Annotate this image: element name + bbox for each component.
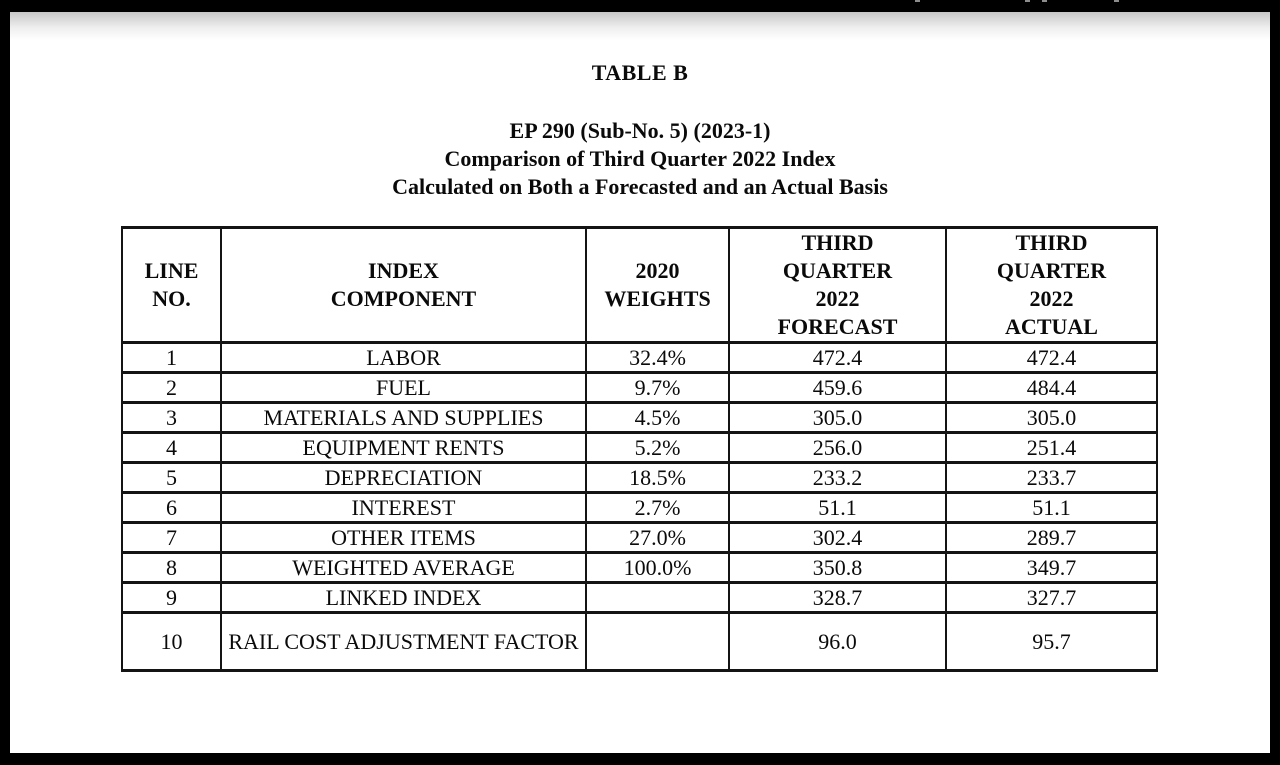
cell-actual: 305.0	[945, 401, 1158, 434]
cell-component: RAIL COST ADJUSTMENT FACTOR	[220, 611, 587, 672]
cell-weight: 9.7%	[585, 371, 730, 404]
cell-actual: 349.7	[945, 551, 1158, 584]
cell-weight: 2.7%	[585, 491, 730, 524]
page-edge-artifact	[1042, 0, 1047, 2]
cell-weight	[585, 581, 730, 614]
subtitle-line-3: Calculated on Both a Forecasted and an A…	[392, 174, 888, 199]
cell-component: LABOR	[220, 341, 587, 374]
cell-component: LINKED INDEX	[220, 581, 587, 614]
page-edge-artifact	[1025, 0, 1030, 2]
table-row: 6 INTEREST 2.7% 51.1 51.1	[121, 491, 1158, 524]
cell-weight	[585, 611, 730, 672]
subtitle-line-2: Comparison of Third Quarter 2022 Index	[444, 146, 836, 171]
document-page: TABLE B EP 290 (Sub-No. 5) (2023-1) Comp…	[10, 12, 1270, 753]
cell-component: INTEREST	[220, 491, 587, 524]
cell-component: FUEL	[220, 371, 587, 404]
column-header-forecast: THIRD QUARTER 2022 FORECAST	[728, 226, 947, 344]
cell-actual: 289.7	[945, 521, 1158, 554]
cell-forecast: 472.4	[728, 341, 947, 374]
cell-line-no: 4	[121, 431, 222, 464]
cell-line-no: 3	[121, 401, 222, 434]
column-header-weights: 2020 WEIGHTS	[585, 226, 730, 344]
cell-forecast: 51.1	[728, 491, 947, 524]
cell-actual: 327.7	[945, 581, 1158, 614]
cell-actual: 472.4	[945, 341, 1158, 374]
table-row: 8 WEIGHTED AVERAGE 100.0% 350.8 349.7	[121, 551, 1158, 584]
table-row: 9 LINKED INDEX 328.7 327.7	[121, 581, 1158, 614]
cell-weight: 32.4%	[585, 341, 730, 374]
page-title: TABLE B	[591, 60, 689, 85]
cell-forecast: 305.0	[728, 401, 947, 434]
column-header-component: INDEX COMPONENT	[220, 226, 587, 344]
table-row: 2 FUEL 9.7% 459.6 484.4	[121, 371, 1158, 404]
cell-forecast: 459.6	[728, 371, 947, 404]
page-edge-artifact	[1114, 0, 1119, 2]
cell-forecast: 328.7	[728, 581, 947, 614]
table-container: LINE NO. INDEX COMPONENT 2020 WEIGHTS TH…	[121, 226, 1158, 672]
table-row: 3 MATERIALS AND SUPPLIES 4.5% 305.0 305.…	[121, 401, 1158, 434]
cell-weight: 5.2%	[585, 431, 730, 464]
cell-forecast: 302.4	[728, 521, 947, 554]
page-top-shadow	[10, 12, 1270, 40]
column-header-actual: THIRD QUARTER 2022 ACTUAL	[945, 226, 1158, 344]
table-row: 4 EQUIPMENT RENTS 5.2% 256.0 251.4	[121, 431, 1158, 464]
cell-actual: 51.1	[945, 491, 1158, 524]
cell-line-no: 8	[121, 551, 222, 584]
cell-forecast: 256.0	[728, 431, 947, 464]
cell-weight: 27.0%	[585, 521, 730, 554]
table-header-row: LINE NO. INDEX COMPONENT 2020 WEIGHTS TH…	[121, 226, 1158, 344]
cell-line-no: 7	[121, 521, 222, 554]
cell-actual: 95.7	[945, 611, 1158, 672]
cell-forecast: 233.2	[728, 461, 947, 494]
column-header-line-no: LINE NO.	[121, 226, 222, 344]
cell-component: EQUIPMENT RENTS	[220, 431, 587, 464]
cell-line-no: 9	[121, 581, 222, 614]
cell-component: MATERIALS AND SUPPLIES	[220, 401, 587, 434]
cell-component: OTHER ITEMS	[220, 521, 587, 554]
table-row: 1 LABOR 32.4% 472.4 472.4	[121, 341, 1158, 374]
cell-weight: 4.5%	[585, 401, 730, 434]
table-row: 7 OTHER ITEMS 27.0% 302.4 289.7	[121, 521, 1158, 554]
cell-actual: 251.4	[945, 431, 1158, 464]
cell-weight: 18.5%	[585, 461, 730, 494]
cell-forecast: 96.0	[728, 611, 947, 672]
cell-component: DEPRECIATION	[220, 461, 587, 494]
cell-line-no: 6	[121, 491, 222, 524]
cell-component: WEIGHTED AVERAGE	[220, 551, 587, 584]
comparison-table: LINE NO. INDEX COMPONENT 2020 WEIGHTS TH…	[121, 226, 1158, 672]
cell-actual: 484.4	[945, 371, 1158, 404]
cell-line-no: 10	[121, 611, 222, 672]
cell-actual: 233.7	[945, 461, 1158, 494]
page-edge-artifact	[915, 0, 920, 2]
cell-line-no: 2	[121, 371, 222, 404]
cell-forecast: 350.8	[728, 551, 947, 584]
doc-subtitle: EP 290 (Sub-No. 5) (2023-1) Comparison o…	[10, 117, 1270, 201]
cell-weight: 100.0%	[585, 551, 730, 584]
subtitle-line-1: EP 290 (Sub-No. 5) (2023-1)	[509, 118, 771, 143]
table-row: 10 RAIL COST ADJUSTMENT FACTOR 96.0 95.7	[121, 611, 1158, 672]
table-row: 5 DEPRECIATION 18.5% 233.2 233.7	[121, 461, 1158, 494]
cell-line-no: 1	[121, 341, 222, 374]
cell-line-no: 5	[121, 461, 222, 494]
